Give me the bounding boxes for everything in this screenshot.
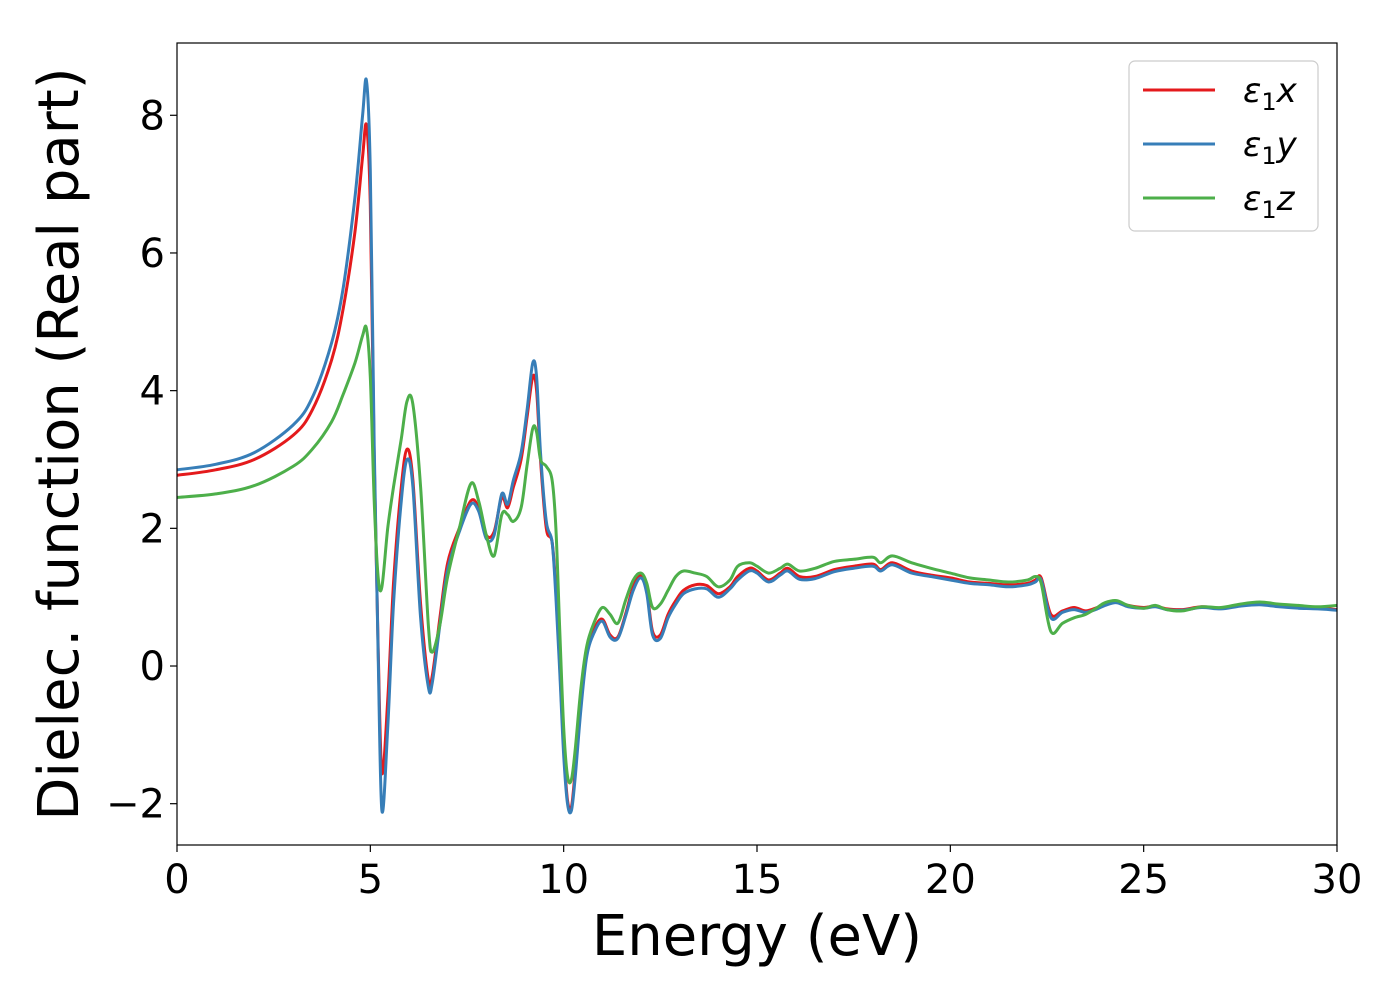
x-axis-label: Energy (eV) — [592, 904, 922, 969]
y-tick-label: 4 — [140, 369, 165, 415]
series-layer — [177, 77, 1337, 815]
x-tick-label: 5 — [358, 857, 383, 903]
y-axis-ticks: −2 0 2 4 6 8 — [106, 93, 177, 828]
x-axis-ticks: 0 5 10 15 20 25 30 — [164, 845, 1362, 903]
x-tick-label: 25 — [1118, 857, 1169, 903]
x-tick-label: 15 — [732, 857, 783, 903]
legend-label-y: ε1y — [1243, 125, 1298, 170]
series-line-z — [177, 324, 1337, 785]
y-tick-label: 8 — [140, 93, 165, 139]
x-tick-label: 10 — [538, 857, 589, 903]
y-tick-label: 2 — [140, 506, 165, 552]
legend-label-x: ε1x — [1243, 71, 1298, 116]
legend-label-z: ε1z — [1243, 179, 1296, 224]
x-tick-label: 0 — [164, 857, 189, 903]
y-tick-label: −2 — [106, 782, 165, 828]
legend-box — [1128, 60, 1319, 232]
y-tick-label: 6 — [140, 231, 165, 277]
series-line-y — [177, 77, 1337, 815]
legend: ε1x ε1y ε1z — [1128, 60, 1319, 232]
y-axis-label: Dielec. function (Real part) — [27, 67, 92, 820]
x-tick-label: 30 — [1312, 857, 1363, 903]
y-tick-label: 0 — [140, 644, 165, 690]
x-tick-label: 20 — [925, 857, 976, 903]
